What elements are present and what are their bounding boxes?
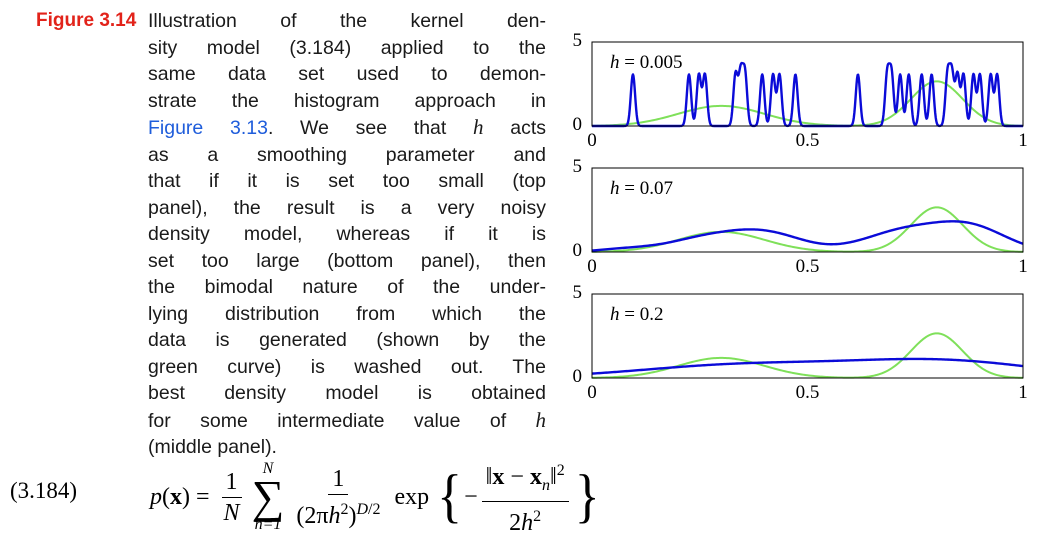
eq-frac3-den: 2h2 (509, 507, 542, 536)
x-tick-label: 0.5 (796, 130, 820, 151)
y-tick-label: 0 (573, 366, 583, 387)
y-tick-label: 5 (573, 30, 583, 51)
caption-line: the bimodal nature of the under- (148, 276, 546, 298)
caption-line: as a smoothing parameter and (148, 143, 546, 166)
eq-sum-lower: n=1 (254, 516, 282, 533)
y-tick-label: 0 (573, 114, 583, 135)
y-tick-label: 0 (573, 240, 583, 261)
caption-text: for some intermediate value of (148, 409, 536, 432)
eq-frac-norm: 1 (2πh2)D/2 (292, 466, 384, 529)
caption-line: density model, whereas if it is (148, 223, 546, 245)
bandwidth-label: h = 0.005 (610, 52, 682, 73)
eq-minus: − (464, 483, 478, 510)
eq-exp: exp (394, 483, 430, 510)
eq-x: x (170, 483, 182, 510)
kde-panel-bottom: 5 00 0.5 1 h = 0.2 (573, 282, 1028, 403)
equation-number: (3.184) (10, 478, 78, 503)
kde-curve (591, 220, 1024, 252)
x-tick-label: 0 (587, 382, 597, 403)
true-density-curve (591, 332, 1024, 379)
eq-brace-open: { (437, 463, 463, 530)
x-tick-label: 0.5 (796, 382, 820, 403)
panel-frame (591, 41, 1024, 127)
caption-line: panel), the result is a very noisy (148, 196, 546, 219)
caption-line: Figure 3.13. We see that h acts (148, 114, 546, 142)
eq-frac1-den: N (223, 499, 240, 526)
caption-line: set too large (bottom panel), then (148, 249, 546, 272)
eq-frac-1-over-N: 1 N (220, 469, 244, 526)
caption-line: sity model (3.184) applied to the (148, 36, 546, 59)
caption-line: (middle panel). (148, 436, 277, 458)
caption-line: green curve) is washed out. The (148, 355, 546, 378)
x-tick-label: 0 (587, 130, 597, 151)
x-tick-label: 0 (587, 256, 597, 277)
true-density-curve (591, 80, 1024, 127)
caption-line: best density model is obtained (148, 382, 546, 404)
eq-paren-open: ( (162, 483, 170, 510)
eq-frac-exponent: ‖x − xn‖2 2h2 (481, 458, 569, 536)
math-var: h (535, 407, 547, 432)
x-tick-label: 1 (1018, 382, 1028, 403)
x-tick-label: 1 (1018, 130, 1028, 151)
figure-ref-link[interactable]: Figure 3.13 (148, 117, 268, 139)
caption-line: for some intermediate value of h (148, 407, 546, 435)
eq-frac2-num: 1 (328, 466, 349, 495)
eq-paren-close: ) (182, 483, 190, 510)
bandwidth-label: h = 0.2 (610, 304, 663, 325)
eq-frac3-num: ‖x − xn‖2 (481, 458, 569, 502)
eq-frac1-num: 1 (221, 469, 242, 498)
kernel-density-equation: (3.184) p(x) = 1 N N ∑ n=1 1 (2πh2)D/2 e… (10, 452, 730, 542)
caption-line: lying distribution from which the (148, 302, 546, 325)
kde-panel-middle: 5 00 0.5 1 h = 0.07 (573, 156, 1028, 277)
panel-frame (591, 293, 1024, 379)
bandwidth-label: h = 0.07 (610, 178, 673, 199)
eq-frac2-den: (2πh2)D/2 (296, 500, 381, 529)
math-var: h (473, 115, 484, 139)
panel-frame (591, 167, 1024, 253)
caption-line: Illustration of the kernel den- (148, 10, 546, 32)
caption-line: that if it is set too small (top (148, 170, 546, 192)
caption-line: data is generated (shown by the (148, 329, 546, 351)
figure-caption: Illustration of the kernel den-sity mode… (148, 8, 546, 461)
figure-label: Figure 3.14 (36, 10, 137, 31)
caption-text: . We see that (267, 117, 474, 139)
x-tick-label: 1 (1018, 256, 1028, 277)
y-tick-label: 5 (573, 282, 583, 303)
equation-body: p(x) = 1 N N ∑ n=1 1 (2πh2)D/2 exp { − ‖… (150, 458, 600, 536)
caption-line: strate the histogram approach in (148, 89, 546, 112)
eq-sum-upper: N (262, 460, 274, 477)
x-tick-label: 0.5 (796, 256, 820, 277)
eq-sum-symbol: ∑ (251, 471, 285, 522)
y-tick-label: 5 (573, 156, 583, 177)
caption-line: same data set used to demon- (148, 63, 546, 85)
eq-sum: N ∑ n=1 (252, 461, 285, 533)
caption-text: acts (483, 117, 546, 139)
eq-p: p (150, 483, 162, 510)
kde-curve (591, 357, 1024, 375)
eq-brace-close: } (574, 463, 600, 530)
kde-panel-top: 5 00 0.5 1 h = 0.005 (573, 30, 1028, 151)
